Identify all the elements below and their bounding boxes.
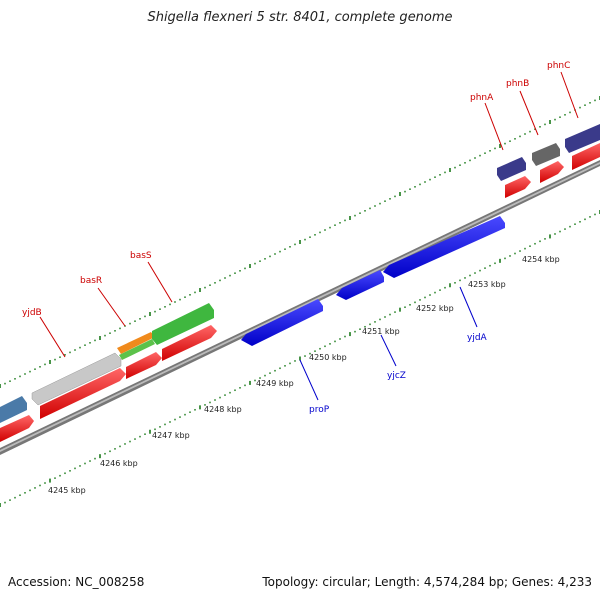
gene-label-basR[interactable]: basR <box>80 276 102 286</box>
gene-label-phnC[interactable]: phnC <box>547 61 570 71</box>
cds-feature[interactable] <box>572 143 600 170</box>
map-title: Shigella flexneri 5 str. 8401, complete … <box>147 10 453 25</box>
scale-label: 4251 kbp <box>362 327 400 336</box>
gene-proP-feature[interactable] <box>241 299 323 346</box>
scale-label: 4246 kbp <box>100 459 138 468</box>
scale-label: 4247 kbp <box>152 431 190 440</box>
cds-feature[interactable] <box>126 352 162 379</box>
other-features <box>0 124 600 423</box>
gene-label-yjcZ[interactable]: yjcZ <box>387 371 406 381</box>
forward-strand-features <box>0 143 600 442</box>
gene-label-phnA[interactable]: phnA <box>470 93 494 103</box>
scale-label: 4245 kbp <box>48 486 86 495</box>
gene-yjdB-feature[interactable] <box>31 352 122 406</box>
gene-phnA-feature[interactable] <box>497 157 526 181</box>
scale-label: 4254 kbp <box>522 255 560 264</box>
gene-label-basS[interactable]: basS <box>130 251 152 261</box>
gene-yjdA-feature[interactable] <box>383 216 505 278</box>
genome-backbone <box>0 160 600 455</box>
gene-yjcZ-feature[interactable] <box>336 270 384 300</box>
cds-feature[interactable] <box>540 161 564 183</box>
topology-text: Topology: circular; Length: 4,574,284 bp… <box>262 575 592 589</box>
scale-label: 4253 kbp <box>468 280 506 289</box>
cds-feature[interactable] <box>162 325 217 361</box>
scale-label: 4252 kbp <box>416 304 454 313</box>
gene-label-phnB[interactable]: phnB <box>506 79 529 89</box>
scale-labels: 4245 kbp 4246 kbp 4247 kbp 4248 kbp 4249… <box>48 255 560 495</box>
cds-feature[interactable] <box>505 176 531 198</box>
gene-label-yjdB[interactable]: yjdB <box>22 308 42 318</box>
cds-feature[interactable] <box>40 368 126 419</box>
gene-phnB-feature[interactable] <box>532 143 560 166</box>
gene-basS-feature[interactable] <box>152 303 214 345</box>
gene-phnC-feature[interactable] <box>565 124 600 153</box>
scale-label: 4248 kbp <box>204 405 242 414</box>
accession-text: Accession: NC_008258 <box>8 575 145 589</box>
scale-label: 4249 kbp <box>256 379 294 388</box>
gene-label-proP[interactable]: proP <box>309 405 330 415</box>
reverse-strand-features <box>241 216 505 346</box>
cds-feature[interactable] <box>0 415 34 442</box>
gene-label-yjdA[interactable]: yjdA <box>467 333 488 343</box>
gene-basR-feature-lower[interactable] <box>119 339 155 360</box>
blue-gray-feature[interactable] <box>0 396 27 423</box>
tick-marks <box>0 96 600 507</box>
scale-label: 4250 kbp <box>309 353 347 362</box>
label-leaders <box>39 71 579 401</box>
gene-basR-feature[interactable] <box>117 332 155 354</box>
gene-labels: yjdB basR basS phnA phnB phnC proP yjcZ … <box>22 61 570 415</box>
